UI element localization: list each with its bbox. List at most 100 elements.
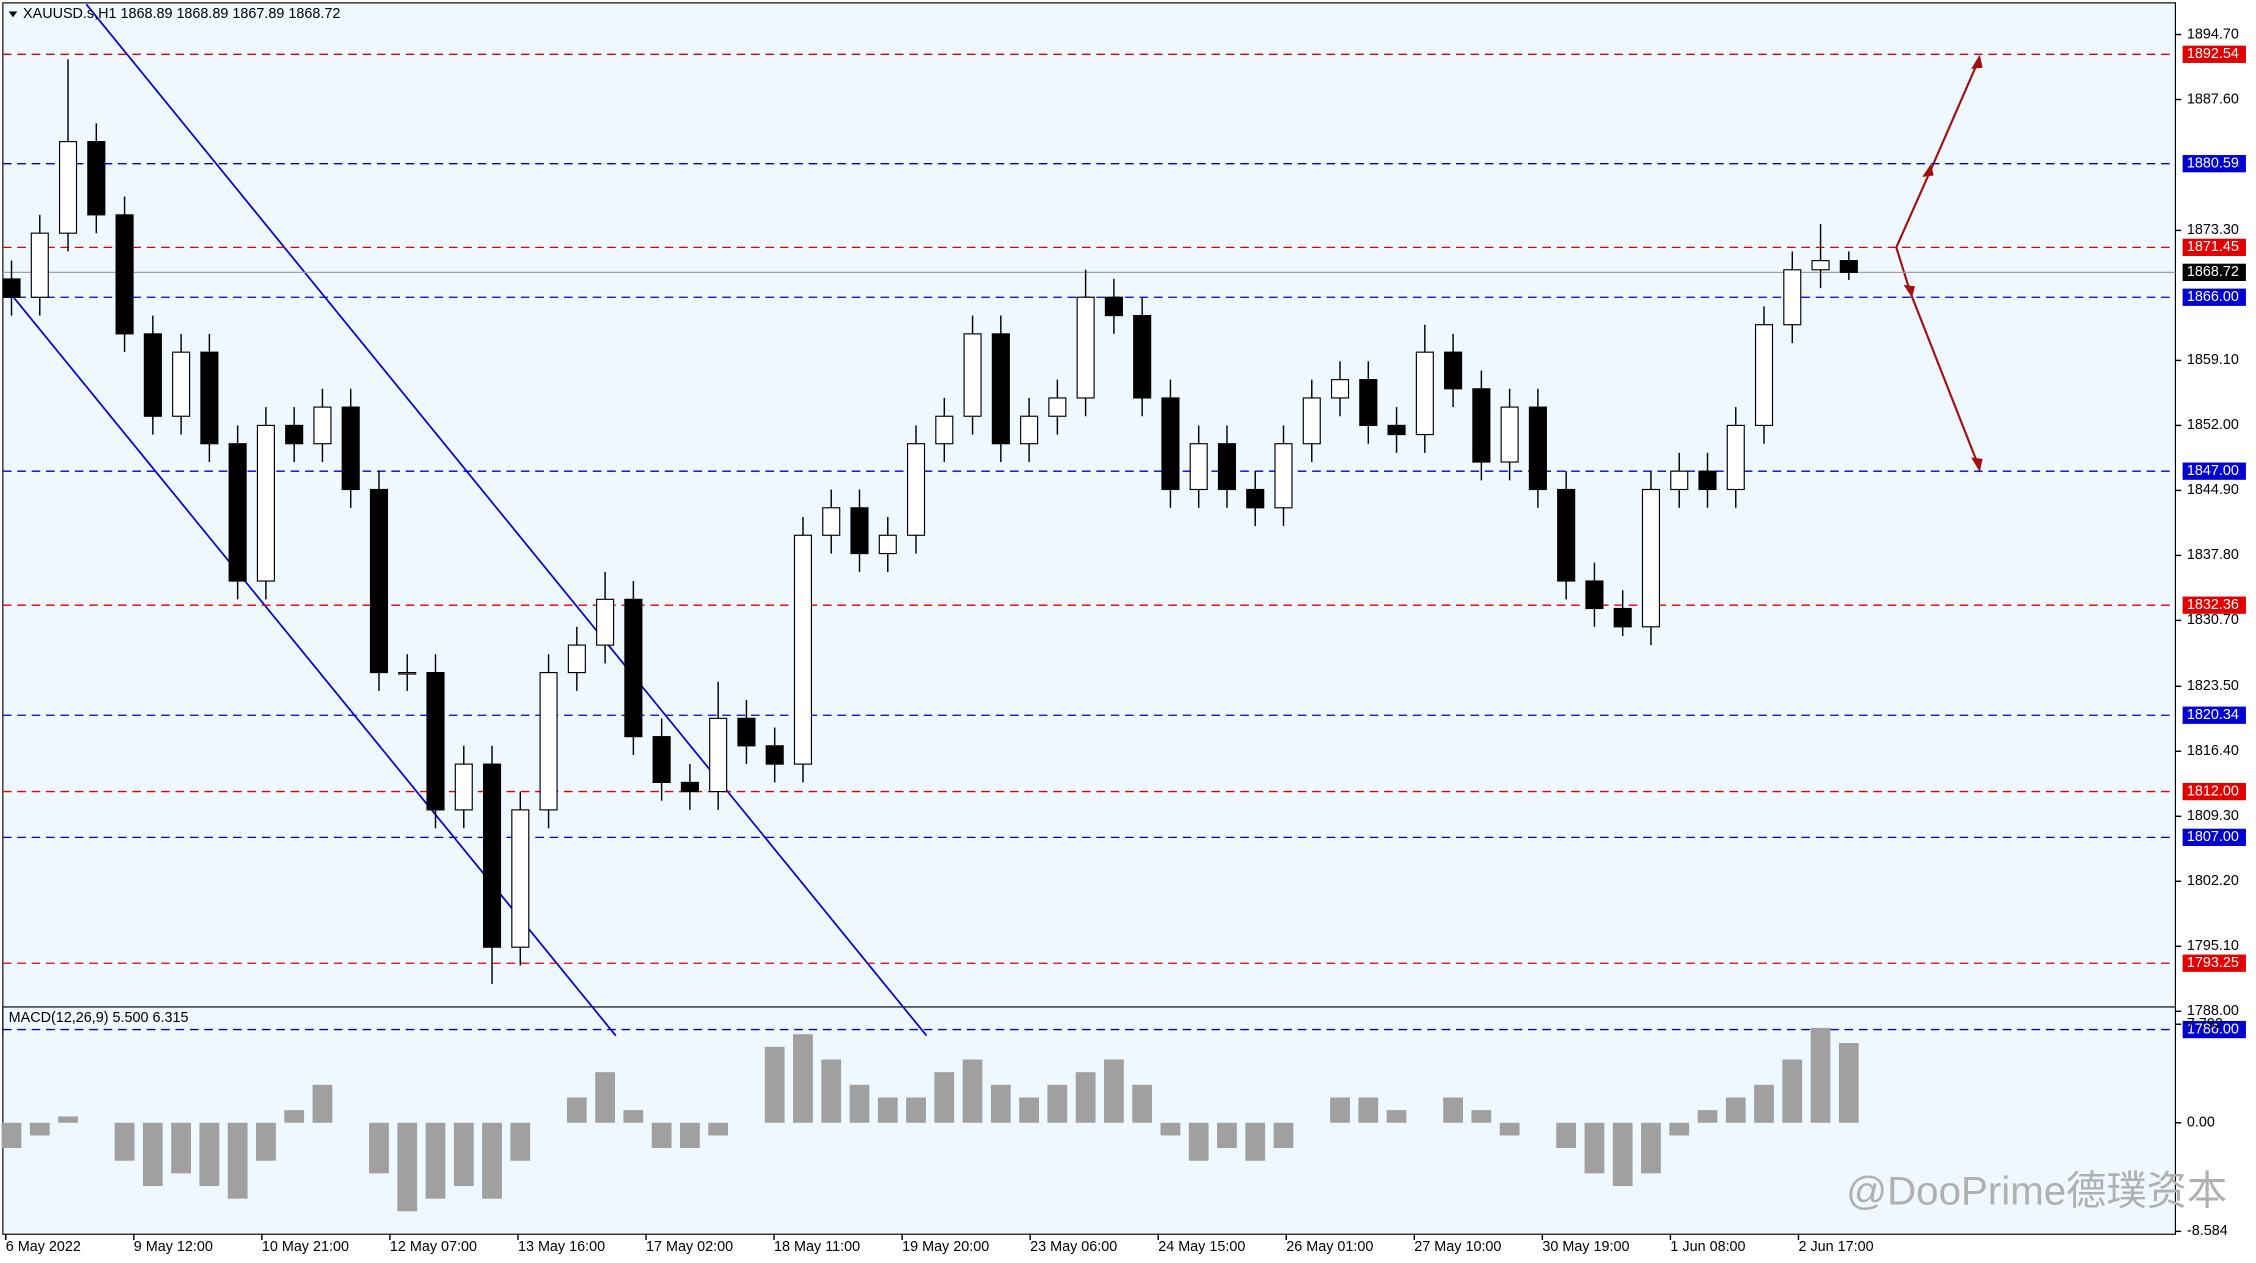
- candle-body: [1387, 424, 1406, 436]
- candle-body: [172, 351, 191, 417]
- macd-bar: [934, 1072, 955, 1123]
- menu-icon[interactable]: [8, 11, 18, 18]
- level-tag: [2182, 45, 2246, 63]
- macd-bar: [1019, 1097, 1039, 1123]
- macd-bar: [1330, 1097, 1350, 1123]
- y-tick-label: 1873.30: [2187, 222, 2239, 238]
- x-tick-label: 27 May 10:00: [1414, 1239, 1501, 1255]
- macd-bar: [142, 1122, 163, 1187]
- y-tick-label: 1816.40: [2187, 743, 2239, 759]
- y-tick-label: -8.584: [2187, 1223, 2228, 1239]
- macd-bar: [651, 1122, 672, 1149]
- candle-body: [878, 534, 897, 555]
- candle-body: [822, 507, 841, 536]
- candle-body: [1698, 470, 1717, 491]
- macd-bar: [708, 1122, 729, 1136]
- candle-body: [454, 763, 473, 811]
- y-tick-label: 1795.10: [2187, 938, 2239, 954]
- macd-bar: [510, 1122, 531, 1161]
- level-tag: [2182, 706, 2246, 724]
- candle-body: [2, 278, 21, 298]
- macd-bar: [1754, 1084, 1774, 1123]
- macd-bar: [764, 1046, 785, 1123]
- y-tick-label: 1837.80: [2187, 547, 2239, 563]
- x-tick-label: 23 May 06:00: [1030, 1239, 1117, 1255]
- macd-bar: [256, 1122, 276, 1161]
- arrow-head: [1903, 284, 1916, 298]
- y-tick-label: 1844.90: [2187, 482, 2239, 498]
- candle-body: [1557, 488, 1576, 582]
- macd-bar: [1471, 1110, 1492, 1123]
- x-tick-label: 30 May 19:00: [1542, 1239, 1629, 1255]
- main-panel: [2, 2, 2177, 1037]
- y-tick-label: 1887.60: [2187, 91, 2239, 107]
- candle-body: [285, 424, 304, 445]
- level-label: 1880.59: [2187, 155, 2239, 171]
- candle-body: [1104, 296, 1123, 317]
- candle-body: [1274, 443, 1293, 509]
- candle-body: [935, 415, 954, 445]
- candle-body: [369, 488, 389, 674]
- macd-bar: [821, 1059, 842, 1123]
- y-tick-label: 0.00: [2187, 1115, 2215, 1131]
- candle-body: [1246, 488, 1265, 509]
- arrow-head: [1971, 457, 1983, 472]
- level-tag: [2182, 596, 2246, 614]
- macd-bar: [906, 1097, 926, 1123]
- candle-body: [482, 763, 502, 948]
- x-tick-label: 10 May 21:00: [262, 1239, 349, 1255]
- macd-bar: [171, 1122, 192, 1174]
- macd-bar: [1584, 1122, 1605, 1174]
- level-label: 1871.45: [2187, 239, 2239, 255]
- candle-body: [567, 644, 586, 674]
- candle-body: [30, 232, 49, 298]
- candle-body: [1811, 260, 1830, 271]
- macd-bar: [482, 1122, 502, 1199]
- macd-bar: [1725, 1097, 1746, 1123]
- y-tick-label: 1809.30: [2187, 808, 2239, 824]
- level-label: 1868.72: [2187, 264, 2239, 280]
- arrow-head: [1922, 163, 1934, 177]
- candle-body: [115, 214, 134, 335]
- candle-body: [1500, 406, 1519, 463]
- candle-body: [1444, 351, 1463, 390]
- x-tick-label: 13 May 16:00: [518, 1239, 605, 1255]
- candle-body: [906, 443, 926, 536]
- candle-body: [1359, 379, 1378, 426]
- candle-body: [143, 333, 162, 417]
- level-label: 1892.54: [2187, 46, 2239, 62]
- candle-body: [1641, 488, 1661, 628]
- candle-body: [398, 671, 417, 675]
- level-label: 1847.00: [2187, 463, 2239, 479]
- candle-body: [313, 406, 332, 445]
- channel-line: [85, 3, 928, 1037]
- macd-bar: [877, 1097, 898, 1123]
- macd-bar: [453, 1122, 474, 1187]
- candle-body: [1472, 388, 1491, 463]
- macd-bar: [397, 1122, 418, 1212]
- candle-body: [1754, 324, 1774, 426]
- macd-bar: [990, 1084, 1011, 1123]
- level-label: 1786.00: [2187, 1021, 2239, 1037]
- level-tag: [2182, 1020, 2246, 1039]
- macd-bar: [849, 1084, 870, 1123]
- candle-body: [1217, 443, 1237, 491]
- candle-body: [1613, 607, 1632, 628]
- macd-bar: [1358, 1097, 1379, 1123]
- level-tag: [2182, 782, 2246, 801]
- y-tick-label: 1894.70: [2187, 26, 2239, 42]
- macd-bar: [1075, 1072, 1096, 1123]
- macd-bar: [1, 1122, 22, 1149]
- macd-bar: [623, 1110, 644, 1123]
- x-tick-label: 18 May 11:00: [774, 1239, 860, 1255]
- arrow-head: [1971, 54, 1983, 70]
- y-tick-label: 1802.20: [2187, 873, 2239, 889]
- candle-body: [426, 671, 445, 811]
- level-tag: [2182, 288, 2246, 306]
- x-tick-label: 6 May 2022: [6, 1239, 81, 1255]
- candle-body: [539, 671, 558, 811]
- macd-bar: [1188, 1122, 1209, 1161]
- watermark: @DooPrime德璞资本: [1846, 1169, 2227, 1214]
